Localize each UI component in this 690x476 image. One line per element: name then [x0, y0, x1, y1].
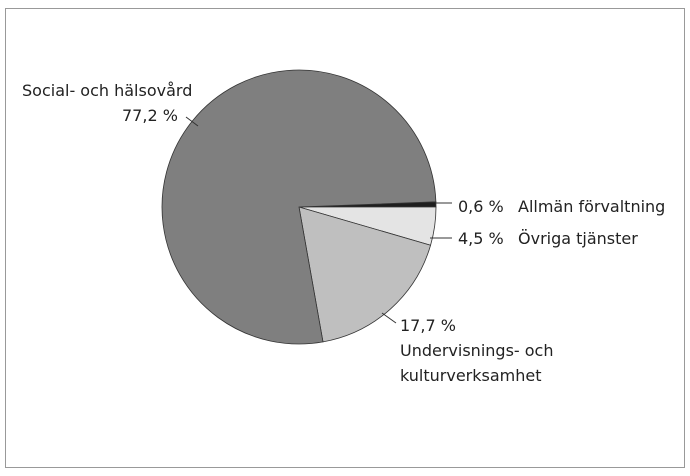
value-label: 77,2 % — [122, 106, 178, 125]
category-label: Allmän förvaltning — [518, 197, 666, 216]
category-label: Social- och hälsovård — [22, 81, 193, 100]
category-label: Övriga tjänster — [518, 229, 638, 248]
leader-line — [381, 312, 397, 324]
pie-slice — [298, 206, 432, 343]
value-label: 17,7 % — [400, 316, 456, 335]
pie — [161, 69, 437, 345]
frame — [5, 8, 685, 468]
category-label: Undervisnings- och kulturverksamhet — [400, 341, 554, 385]
value-label: 0,6 % — [458, 197, 504, 216]
value-label: 4,5 % — [458, 229, 504, 248]
leader-line — [185, 116, 199, 127]
pie-slice — [161, 69, 437, 345]
